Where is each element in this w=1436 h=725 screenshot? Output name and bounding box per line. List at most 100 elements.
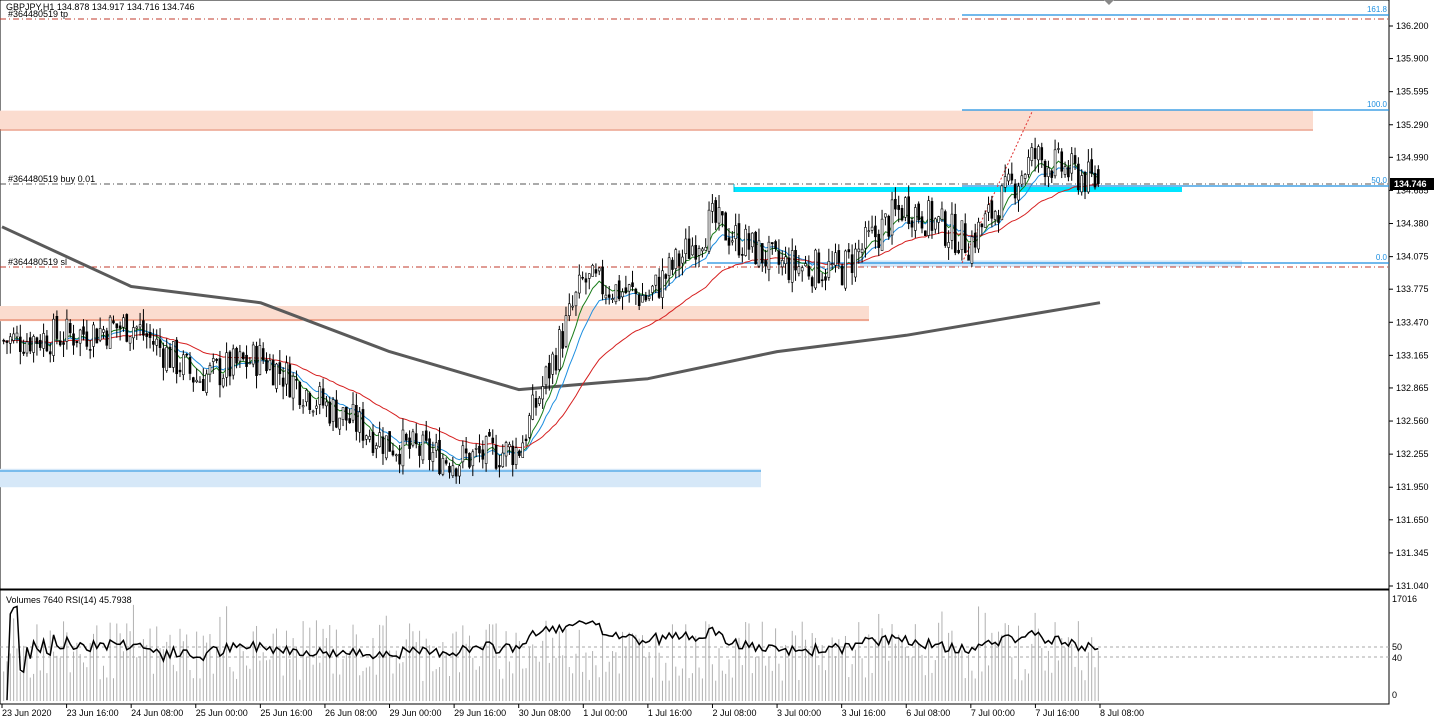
ma-red-line[interactable] bbox=[3, 184, 1099, 449]
time-label: 29 Jun 16:00 bbox=[454, 708, 506, 718]
candle-body bbox=[132, 327, 135, 339]
sl-order-label: #364480519 sl bbox=[8, 257, 67, 267]
candle-body bbox=[1053, 149, 1057, 177]
candle-body bbox=[707, 209, 711, 252]
candle-body bbox=[295, 379, 298, 381]
candle-body bbox=[877, 233, 881, 248]
candle-body bbox=[5, 340, 9, 343]
candle-body bbox=[424, 430, 428, 441]
candle-body bbox=[980, 223, 984, 228]
time-label: 6 Jul 08:00 bbox=[906, 708, 950, 718]
candle-body bbox=[894, 198, 897, 210]
candle-body bbox=[607, 294, 611, 298]
candle-body bbox=[983, 213, 987, 228]
candle-body bbox=[860, 248, 864, 253]
candle-body bbox=[135, 326, 139, 329]
candle-body bbox=[657, 276, 661, 298]
rsi-line bbox=[6, 605, 1099, 701]
candle-body bbox=[1037, 146, 1040, 161]
candle-body bbox=[394, 454, 398, 457]
highlight-band[interactable] bbox=[734, 187, 1182, 192]
price-label: 134.075 bbox=[1396, 252, 1429, 262]
candle-body bbox=[1027, 157, 1030, 175]
candle-body bbox=[963, 223, 967, 253]
candle-body bbox=[930, 201, 934, 231]
candle-body bbox=[288, 364, 292, 398]
candle-body bbox=[301, 405, 305, 408]
rsi-path[interactable] bbox=[6, 605, 1099, 701]
price-label: 134.380 bbox=[1396, 219, 1429, 229]
candle-body bbox=[375, 445, 378, 450]
candle-body bbox=[531, 394, 535, 420]
candle-body bbox=[750, 232, 754, 248]
candle-body bbox=[22, 351, 25, 354]
order-lines[interactable] bbox=[0, 18, 1389, 268]
candle-body bbox=[365, 435, 368, 440]
time-label: 29 Jun 00:00 bbox=[390, 708, 442, 718]
candle-body bbox=[837, 250, 841, 263]
candle-body bbox=[458, 465, 461, 477]
indicator-area[interactable] bbox=[0, 589, 1390, 705]
candle-body bbox=[404, 433, 408, 441]
candle-body bbox=[494, 444, 498, 469]
candle-body bbox=[471, 451, 475, 467]
price-label: 134.685 bbox=[1396, 185, 1429, 195]
candle-body bbox=[208, 365, 212, 375]
candles-layer bbox=[2, 137, 1100, 484]
candle-body bbox=[1073, 155, 1077, 164]
candle-body bbox=[564, 315, 568, 347]
candle-body bbox=[664, 274, 668, 279]
candle-body bbox=[671, 259, 674, 270]
candle-body bbox=[225, 352, 228, 378]
candle-body bbox=[594, 269, 598, 274]
candle-body bbox=[697, 248, 701, 256]
candle-body bbox=[1090, 159, 1093, 174]
candle-body bbox=[577, 274, 581, 294]
chart-shift-icon[interactable] bbox=[1104, 0, 1114, 5]
support-zone-fib[interactable] bbox=[860, 260, 1242, 267]
fib-50-label: 50.0 bbox=[1371, 176, 1387, 185]
ma-slow-line[interactable] bbox=[1, 225, 1101, 392]
candle-body bbox=[1060, 151, 1064, 172]
volume-bars bbox=[3, 604, 1099, 701]
candle-body bbox=[311, 410, 315, 413]
candle-body bbox=[884, 213, 887, 218]
candle-body bbox=[508, 444, 511, 448]
candle-body bbox=[258, 345, 262, 375]
candle-body bbox=[228, 351, 232, 377]
time-label: 30 Jun 08:00 bbox=[519, 708, 571, 718]
candle-body bbox=[235, 348, 238, 364]
candle-body bbox=[814, 249, 817, 289]
candle-body bbox=[182, 354, 185, 376]
candle-body bbox=[102, 329, 105, 333]
indicator-tick-max: 17016 bbox=[1392, 594, 1417, 604]
candle-body bbox=[55, 315, 59, 339]
candle-body bbox=[767, 241, 771, 270]
candle-body bbox=[245, 354, 248, 367]
candle-body bbox=[431, 452, 435, 462]
resistance-zone-lower[interactable] bbox=[0, 306, 869, 322]
candle-body bbox=[554, 355, 558, 371]
time-axis[interactable]: 23 Jun 2020 23 Jun 16:00 24 Jun 08:00 25 Ju… bbox=[1, 704, 1144, 718]
candle-body bbox=[1000, 185, 1004, 221]
support-zone-lower[interactable] bbox=[0, 468, 761, 488]
candle-body bbox=[25, 341, 29, 354]
candle-body bbox=[42, 333, 45, 349]
resistance-zone-upper[interactable] bbox=[0, 110, 1313, 130]
candle-body bbox=[764, 260, 767, 267]
fibonacci-levels[interactable]: 161.8 100.0 50.0 0.0 bbox=[707, 5, 1389, 264]
candle-body bbox=[152, 340, 155, 345]
candle-body bbox=[371, 431, 375, 453]
price-axis[interactable]: 136.200 135.900 135.595 135.290 134.990 134.6… bbox=[1389, 21, 1429, 591]
candle-body bbox=[890, 199, 894, 236]
time-label: 26 Jun 08:00 bbox=[325, 708, 377, 718]
candle-body bbox=[950, 213, 954, 241]
candle-body bbox=[691, 245, 694, 256]
candle-body bbox=[624, 287, 628, 293]
candle-body bbox=[484, 436, 488, 464]
candle-body bbox=[770, 242, 774, 245]
candle-body bbox=[711, 203, 714, 212]
candle-body bbox=[920, 216, 924, 229]
candle-body bbox=[454, 468, 458, 477]
